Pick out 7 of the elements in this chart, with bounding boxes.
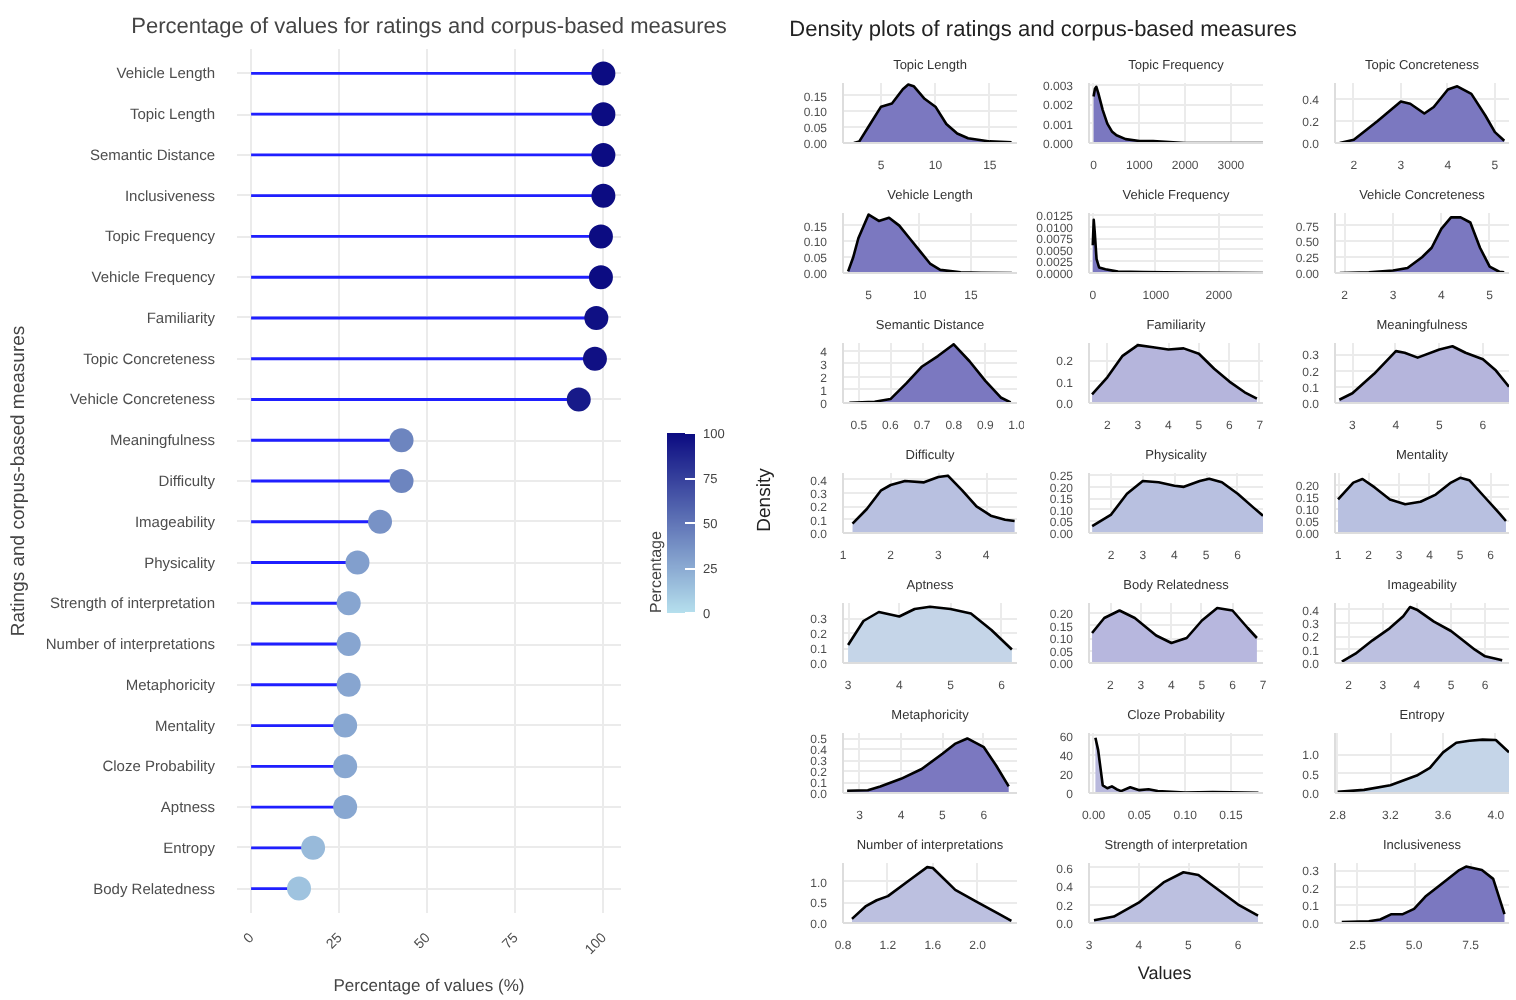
text: Density xyxy=(754,467,776,532)
text: Density plots of ratings and corpus-based measures xyxy=(789,17,1298,42)
color-bar-title: Percentage xyxy=(647,530,665,613)
x-axis-title: Percentage of values (%) xyxy=(333,974,525,995)
chart-title: Percentage of values for ratings and corpus-based measures xyxy=(131,15,728,39)
y-axis-title: Ratings and corpus-based measures xyxy=(7,325,30,637)
text: Values xyxy=(1137,963,1193,983)
